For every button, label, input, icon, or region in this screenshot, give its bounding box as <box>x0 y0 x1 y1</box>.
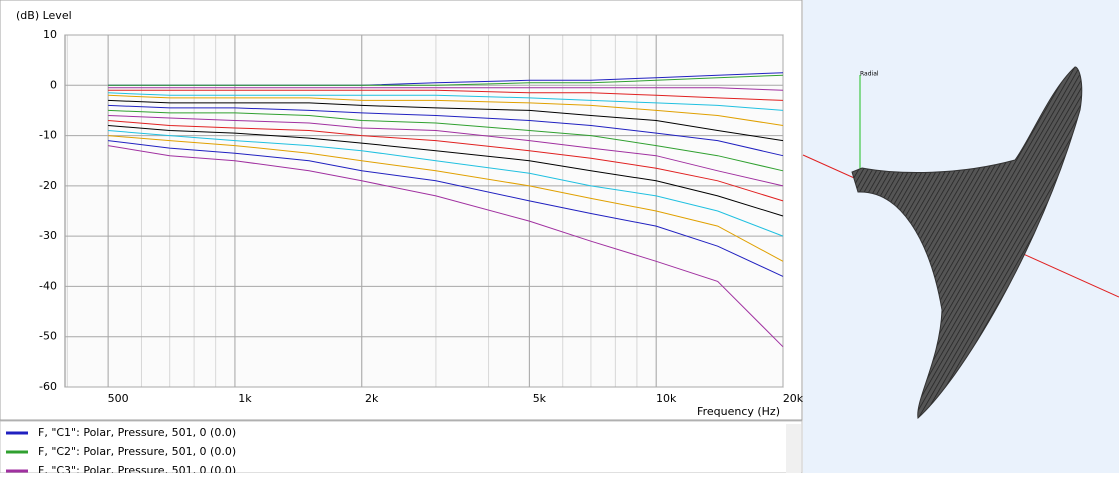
horn-model <box>851 66 1083 419</box>
x-axis-label: Frequency (Hz) <box>697 405 780 418</box>
plot-area <box>64 34 784 388</box>
legend-panel <box>0 420 803 474</box>
x-tick-label: 20k <box>783 392 804 405</box>
y-tick-label: 0 <box>50 78 57 91</box>
x-tick-label: 2k <box>365 392 379 405</box>
data-line <box>108 104 784 157</box>
x-tick-label: 500 <box>108 392 129 405</box>
data-line <box>108 92 784 111</box>
data-line <box>108 140 784 277</box>
data-line <box>108 135 784 262</box>
y-tick-label: -20 <box>39 179 57 192</box>
axis-label-3d: Radial <box>860 71 879 78</box>
legend-entry: F, "C3": Polar, Pressure, 501, 0 (0.0) <box>38 464 236 473</box>
y-axis-label: (dB) Level <box>16 9 72 22</box>
y-tick-label: -50 <box>39 330 57 343</box>
y-tick-label: -10 <box>39 129 57 142</box>
y-tick-label: -60 <box>39 380 57 393</box>
data-line <box>108 125 784 217</box>
data-line <box>108 87 784 91</box>
data-line <box>108 99 784 142</box>
legend-entry: F, "C1": Polar, Pressure, 501, 0 (0.0) <box>38 426 236 439</box>
data-line <box>108 94 784 126</box>
x-tick-label: 10k <box>656 392 677 405</box>
data-line <box>108 89 784 101</box>
data-line <box>108 74 784 86</box>
data-line <box>108 115 784 187</box>
y-tick-label: 10 <box>43 28 57 41</box>
data-line <box>108 109 784 172</box>
y-tick-label: -40 <box>39 279 57 292</box>
legend-entry: F, "C2": Polar, Pressure, 501, 0 (0.0) <box>38 445 236 458</box>
scrollbar[interactable] <box>786 424 801 473</box>
data-line <box>108 130 784 237</box>
x-tick-label: 1k <box>238 392 252 405</box>
data-line <box>108 120 784 202</box>
x-tick-label: 5k <box>533 392 547 405</box>
data-line <box>108 145 784 348</box>
y-tick-label: -30 <box>39 229 57 242</box>
